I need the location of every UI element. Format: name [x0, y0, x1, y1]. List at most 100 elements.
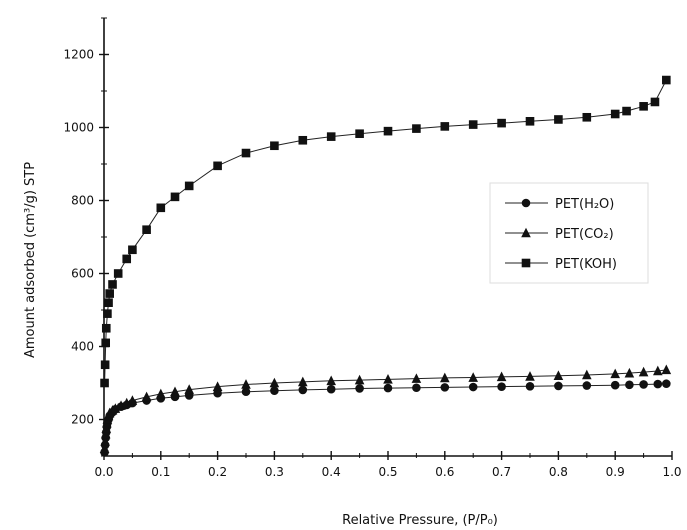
data-point-square [639, 102, 648, 111]
data-point-triangle [610, 368, 620, 379]
data-point-triangle [553, 370, 564, 380]
data-point-square [108, 280, 117, 289]
y-tick-label: 1000 [63, 121, 94, 135]
data-point-square [650, 97, 660, 107]
data-point-circle [355, 384, 364, 393]
x-tick-label: 0.3 [265, 465, 284, 479]
data-point-square [525, 116, 535, 126]
data-point-square [113, 269, 123, 278]
y-tick-label: 800 [71, 194, 94, 208]
data-point-circle [610, 380, 620, 390]
data-point-square [383, 126, 393, 136]
data-point-triangle [383, 374, 393, 384]
data-point-square [326, 132, 336, 141]
data-point-triangle [99, 443, 110, 453]
legend-label: PET(CO₂) [555, 227, 614, 242]
data-point-square [622, 106, 631, 116]
y-axis: 200 400 600 800 1000 1200 [63, 17, 109, 457]
data-point-circle [653, 379, 663, 389]
data-point-circle [468, 382, 478, 392]
data-point-square [128, 245, 137, 255]
x-tick-label: 0.8 [549, 465, 568, 479]
legend-marker-square [521, 258, 531, 268]
data-point-circle [326, 384, 336, 394]
data-point-triangle [184, 384, 194, 394]
data-point-square [100, 360, 110, 370]
x-tick-label: 0.5 [378, 465, 397, 479]
series-line-square [104, 79, 667, 384]
data-point-triangle [101, 423, 112, 433]
legend-marker-circle [521, 198, 531, 208]
data-point-triangle [241, 379, 251, 389]
data-point-square [100, 378, 109, 388]
data-point-square [662, 75, 671, 85]
data-point-square [105, 289, 114, 298]
data-point-circle [497, 382, 506, 391]
legend-marker-triangle [521, 227, 531, 238]
data-point-square [270, 141, 279, 151]
legend: PET(H₂O) PET(CO₂) PET(KOH) [489, 182, 649, 284]
data-point-square [610, 109, 620, 119]
y-tick-label: 600 [71, 267, 94, 281]
data-point-triangle [110, 403, 121, 413]
data-point-triangle [496, 371, 507, 382]
data-point-triangle [326, 375, 336, 386]
data-point-circle [525, 381, 535, 391]
data-point-triangle [468, 372, 478, 382]
data-point-square [156, 203, 166, 213]
x-tick-label: 0.2 [208, 465, 227, 479]
data-point-triangle [582, 369, 592, 380]
data-point-circle [662, 379, 671, 389]
data-point-circle [383, 383, 393, 393]
data-point-square [103, 309, 112, 318]
data-point-square [101, 323, 111, 333]
data-point-square [355, 129, 364, 139]
data-point-circle [554, 381, 563, 391]
x-tick-label: 1.0 [662, 465, 681, 479]
data-point-circle [639, 380, 648, 389]
data-point-circle [213, 388, 222, 398]
data-point-triangle [170, 386, 180, 397]
x-tick-label: 0.0 [94, 465, 113, 479]
x-tick-label: 0.6 [435, 465, 454, 479]
data-point-circle [582, 381, 592, 390]
data-point-square [101, 338, 111, 348]
data-point-triangle [212, 381, 223, 391]
data-point-triangle [298, 376, 308, 387]
data-point-square [142, 225, 151, 234]
data-point-triangle [440, 372, 450, 383]
data-point-triangle [156, 388, 166, 399]
data-point-square [122, 254, 132, 264]
y-tick-label: 1200 [63, 48, 94, 62]
y-axis-title: Amount adsorbed (cm³/g) STP [23, 162, 38, 358]
data-point-square [213, 161, 222, 171]
y-tick-label: 200 [71, 413, 94, 427]
x-tick-label: 0.9 [606, 465, 625, 479]
data-point-triangle [624, 367, 635, 378]
data-point-triangle [269, 377, 280, 388]
legend-label: PET(KOH) [555, 257, 617, 272]
x-tick-label: 0.7 [492, 465, 511, 479]
data-point-triangle [121, 397, 132, 408]
data-point-triangle [638, 366, 649, 377]
x-axis: 0.0 0.1 0.2 0.3 0.4 0.5 0.6 0.7 0.8 0.9 1.0 [94, 451, 682, 479]
data-point-square [298, 135, 308, 145]
data-point-triangle [100, 436, 110, 446]
data-point-triangle [100, 428, 111, 439]
data-point-circle [298, 385, 308, 395]
data-point-square [468, 120, 478, 129]
data-point-square [497, 118, 506, 128]
data-point-square [241, 148, 251, 158]
series-points [99, 75, 672, 457]
data-point-triangle [661, 364, 672, 375]
x-axis-title: Relative Pressure, (P/P₀) [342, 513, 498, 528]
data-point-square [440, 122, 450, 131]
data-point-square [170, 192, 180, 202]
data-point-circle [440, 383, 450, 392]
data-point-circle [625, 380, 634, 390]
data-point-triangle [116, 400, 126, 410]
data-point-triangle [354, 374, 365, 385]
data-point-circle [241, 387, 251, 397]
data-point-square [184, 181, 194, 191]
